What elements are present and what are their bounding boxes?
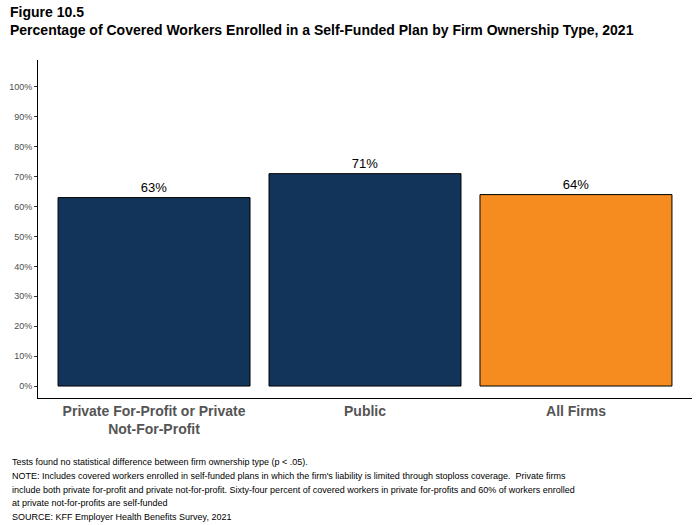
svg-text:64%: 64%: [563, 177, 589, 192]
svg-text:20%: 20%: [14, 321, 32, 331]
svg-text:71%: 71%: [352, 156, 378, 171]
svg-text:100%: 100%: [9, 82, 32, 92]
svg-text:70%: 70%: [14, 172, 32, 182]
svg-text:Private For-Profit or PrivateN: Private For-Profit or PrivateNot-For-Pro…: [63, 403, 246, 437]
svg-text:80%: 80%: [14, 142, 32, 152]
svg-text:50%: 50%: [14, 232, 32, 242]
svg-text:60%: 60%: [14, 202, 32, 212]
svg-text:Figure 10.5Percentage of Cover: Figure 10.5Percentage of Covered Workers…: [10, 4, 634, 38]
svg-text:Public: Public: [344, 403, 386, 419]
svg-text:0%: 0%: [19, 381, 32, 391]
svg-text:40%: 40%: [14, 262, 32, 272]
svg-text:90%: 90%: [14, 112, 32, 122]
svg-text:30%: 30%: [14, 291, 32, 301]
svg-text:include both private for-profi: include both private for-profit and priv…: [12, 485, 575, 495]
svg-text:NOTE: Includes covered workers: NOTE: Includes covered workers enrolled …: [12, 471, 566, 481]
svg-text:at private not-for-profits are: at private not-for-profits are self-fund…: [12, 498, 168, 508]
svg-text:63%: 63%: [141, 180, 167, 195]
svg-text:All Firms: All Firms: [546, 403, 606, 419]
svg-text:SOURCE: KFF Employer Health Be: SOURCE: KFF Employer Health Benefits Sur…: [12, 512, 231, 522]
svg-text:10%: 10%: [14, 351, 32, 361]
svg-text:Tests found no statistical dif: Tests found no statistical difference be…: [12, 457, 308, 467]
